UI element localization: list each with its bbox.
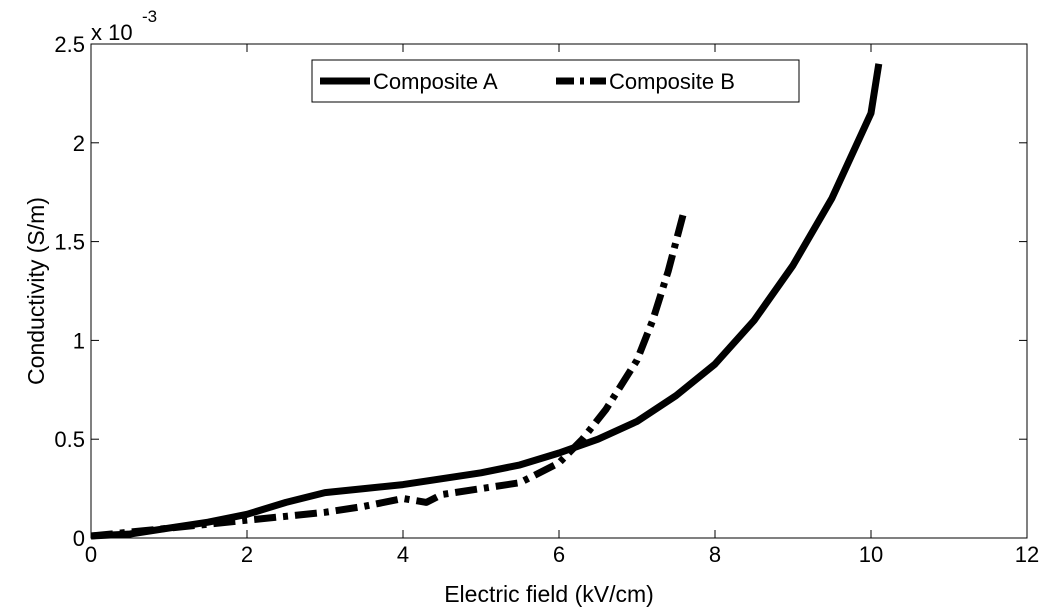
y-multiplier-exponent: -3 [142, 7, 157, 26]
x-tick-label: 0 [85, 542, 97, 567]
x-tick-label: 10 [859, 542, 883, 567]
x-tick-label: 4 [397, 542, 409, 567]
y-tick-label: 2 [73, 131, 85, 156]
x-axis-title: Electric field (kV/cm) [444, 581, 654, 607]
legend-label-composite-b: Composite B [609, 69, 735, 94]
y-axis: 0 0.5 1 1.5 2 2.5 [54, 32, 1027, 551]
plot-area [90, 43, 1028, 539]
series-group [90, 63, 883, 540]
series-line-composite-a [90, 63, 883, 540]
legend-label-composite-a: Composite A [373, 69, 498, 94]
y-tick-label: 0.5 [54, 427, 85, 452]
legend-box [311, 59, 800, 103]
y-tick-label: 1.5 [54, 230, 85, 255]
y-multiplier-label: x 10 [91, 20, 133, 45]
x-tick-label: 6 [553, 542, 565, 567]
x-tick-label: 8 [709, 542, 721, 567]
x-tick-label: 2 [241, 542, 253, 567]
y-tick-label: 0 [73, 526, 85, 551]
x-tick-label: 12 [1015, 542, 1039, 567]
series-line-composite-b [90, 211, 688, 540]
x-axis: 0 2 4 6 8 10 12 [85, 44, 1039, 567]
y-axis-title: Conductivity (S/m) [23, 197, 49, 385]
legend: Composite A Composite B [311, 59, 800, 103]
y-tick-label: 1 [73, 328, 85, 353]
y-tick-label: 2.5 [54, 32, 85, 57]
